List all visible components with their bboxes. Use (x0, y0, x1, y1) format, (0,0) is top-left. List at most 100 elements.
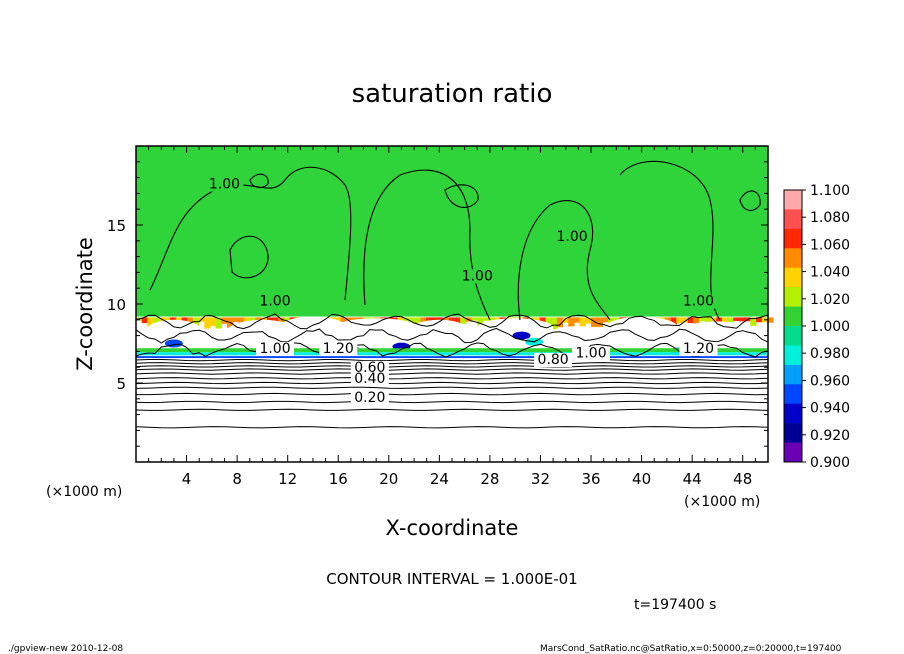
colorbar-label: 0.960 (810, 373, 850, 389)
colorbar-label: 0.920 (810, 428, 850, 444)
contour-line (135, 386, 769, 389)
upper-region (136, 146, 768, 317)
colorbar-label: 1.020 (810, 292, 850, 308)
dry-pocket (512, 331, 531, 340)
x-tick-label: 40 (632, 470, 651, 488)
x-tick-label: 44 (683, 470, 702, 488)
contour-label: 1.00 (259, 341, 290, 357)
footer-right: MarsCond_SatRatio.nc@SatRatio,x=0:50000,… (540, 644, 842, 654)
cloud-fringe-cell (676, 317, 683, 324)
x-tick-label: 16 (329, 470, 348, 488)
cloud-fringe-cell (579, 317, 586, 329)
cloud-fringe-cell (232, 317, 240, 322)
contour-label: 1.20 (323, 341, 354, 357)
colorbar-swatch (784, 190, 802, 210)
contour-label-bg (679, 341, 718, 356)
cloud-blob (224, 319, 301, 349)
contour-line (135, 377, 769, 380)
contour-line (135, 359, 769, 362)
x-unit-right: (×1000 m) (684, 494, 760, 510)
cloud-fringe-cell (738, 317, 746, 322)
cloud-fringe-cell (147, 317, 154, 327)
cloud-fringe-cell (750, 317, 757, 326)
colorbar-swatch (784, 403, 802, 424)
contour-line (136, 392, 769, 396)
contour-line (135, 365, 769, 368)
cloud-blob (477, 318, 554, 338)
cloud-fringe-cell (755, 317, 763, 323)
time-text: t=197400 s (634, 597, 716, 613)
x-tick-label: 8 (232, 470, 242, 488)
cloud-fringe-cell (238, 317, 245, 325)
contour-line (135, 313, 769, 330)
contour-lines (135, 160, 769, 429)
contour-label-bg (350, 390, 389, 405)
cloud-fringe-cell (693, 317, 700, 327)
cloud-fringe-cell (573, 317, 581, 323)
cloud-fringe-cell (471, 317, 478, 321)
x-tick-label: 28 (480, 470, 499, 488)
colorbar-swatch (784, 442, 802, 463)
cloud-blob (281, 316, 345, 336)
cloud-fringe-cell (670, 317, 677, 328)
cloud-fringe-cell (534, 317, 541, 322)
cloud-fringe-cell (488, 317, 495, 323)
cloud-fringe-cell (477, 317, 484, 327)
colorbar-label: 1.000 (810, 319, 850, 335)
cloud-base-stripe (136, 352, 768, 356)
cloud-fringe-cell (215, 317, 222, 329)
colorbar-swatch (784, 423, 802, 443)
colorbar-label: 0.980 (810, 346, 850, 362)
cloud-base-stripe (136, 356, 768, 359)
cloud-fringe-cell (141, 317, 149, 324)
cloud-fringe-cell (556, 317, 564, 328)
cloud-fringe-cell (204, 317, 211, 329)
contour-line (135, 372, 769, 375)
footer-left: ./gpview-new 2010-12-08 (8, 644, 123, 654)
contour-label: 1.20 (683, 341, 714, 357)
contour-label-bg (256, 341, 295, 356)
contour-label: 0.60 (354, 360, 385, 376)
y-tick-label: 5 (116, 375, 126, 393)
cloud-fringe-cell (426, 317, 433, 321)
cloud-fringe-cell (545, 317, 552, 329)
contour-line (444, 184, 479, 208)
x-tick-label: 32 (531, 470, 550, 488)
contour-label: 1.00 (575, 346, 606, 362)
cloud-fringe-cell (255, 317, 262, 322)
contour-label: 0.20 (354, 390, 385, 406)
x-tick-label: 24 (430, 470, 449, 488)
cloud-fringe-cell (767, 317, 774, 323)
contour-line (135, 400, 769, 404)
contour-labels: 1.00 1.00 1.00 1.00 1.00 1.20 1.00 1.00 0.80 1.20… (205, 177, 718, 406)
x-tick-label: 36 (581, 470, 600, 488)
contour-line (135, 362, 769, 365)
contour-label-bg (256, 294, 295, 309)
cloud-fringe-cell (591, 317, 598, 327)
colorbar-swatch (784, 364, 802, 385)
cloud-fringe-cell (733, 317, 740, 321)
contour-label-bg (572, 346, 611, 361)
contour-label-bg (350, 360, 389, 375)
contour-line (149, 166, 352, 301)
contour-line (229, 235, 269, 279)
contour-label-bg (319, 341, 358, 356)
x-axis-label: X-coordinate (386, 516, 519, 540)
x-tick-label: 48 (733, 470, 752, 488)
contour-label: 1.00 (259, 294, 290, 310)
contour-line (517, 200, 611, 321)
x-tick-label: 4 (182, 470, 192, 488)
contour-label: 1.00 (556, 229, 587, 245)
y-axis-label: Z-coordinate (73, 237, 97, 371)
contour-label: 0.80 (538, 352, 569, 368)
cloud-fringe-cell (551, 317, 558, 330)
contour-label-bg (350, 372, 389, 386)
colorbar-swatch (784, 248, 802, 269)
cloud-blob (679, 321, 756, 344)
cloud-fringe-cell (460, 317, 467, 324)
cloud-blob (146, 319, 202, 342)
cloud-fringe-cell (596, 317, 604, 327)
contour-line (249, 173, 269, 189)
colorbar-label: 1.100 (810, 183, 850, 199)
cloud-base-stripe (136, 348, 768, 353)
